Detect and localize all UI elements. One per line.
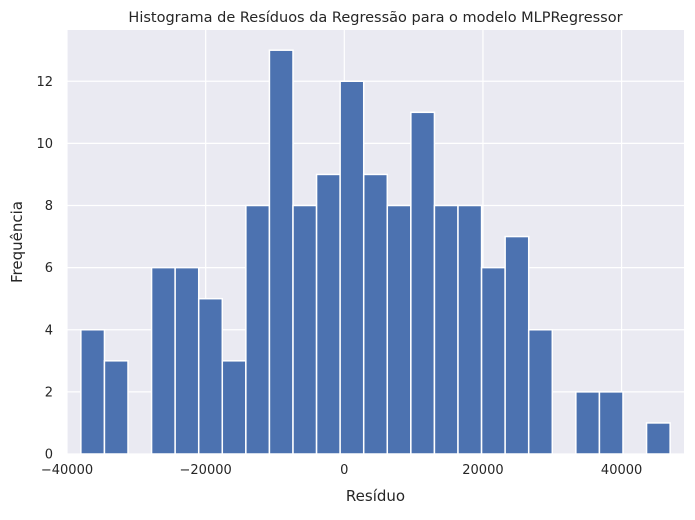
x-tick-label: 20000: [462, 463, 503, 478]
histogram-bars: [80, 49, 671, 455]
y-tick-label: 6: [45, 261, 53, 276]
histogram-bar: [504, 235, 530, 455]
x-axis-ticks: −40000 −20000 0 20000 40000: [41, 463, 642, 478]
histogram-bar: [362, 173, 389, 455]
y-tick-label: 8: [45, 199, 53, 214]
y-axis-ticks: 0 2 4 6 8 10 12: [36, 75, 53, 463]
histogram-bar: [80, 329, 106, 455]
histogram-bar: [645, 422, 671, 455]
histogram-bar: [103, 360, 129, 455]
histogram-bar: [221, 360, 247, 455]
histogram-bar: [315, 173, 341, 455]
histogram-bar: [268, 49, 294, 455]
x-axis-label: Resíduo: [346, 487, 405, 505]
x-tick-label: 0: [340, 463, 348, 478]
histogram-bar: [174, 266, 200, 455]
histogram-bar: [433, 204, 459, 455]
histogram-bar: [480, 266, 506, 455]
x-tick-label: −40000: [41, 463, 93, 478]
x-tick-label: 40000: [601, 463, 642, 478]
histogram-bar: [527, 329, 554, 455]
histogram-bar: [386, 204, 412, 455]
histogram-bar: [575, 391, 601, 455]
y-tick-label: 12: [36, 75, 53, 90]
y-tick-label: 4: [45, 323, 53, 338]
x-tick-label: −20000: [180, 463, 232, 478]
chart-title: Histograma de Resíduos da Regressão para…: [128, 10, 622, 26]
histogram-bar: [150, 266, 176, 455]
histogram-bar: [197, 297, 224, 455]
y-axis-label: Frequência: [8, 201, 26, 283]
y-tick-label: 10: [36, 137, 53, 152]
histogram-bar: [410, 111, 436, 455]
histogram-bar: [598, 391, 624, 455]
histogram-bar: [339, 80, 365, 455]
y-tick-label: 2: [45, 385, 53, 400]
histogram-bar: [292, 204, 318, 455]
y-tick-label: 0: [45, 448, 53, 463]
histogram-bar: [457, 204, 483, 455]
histogram-bar: [245, 204, 271, 455]
